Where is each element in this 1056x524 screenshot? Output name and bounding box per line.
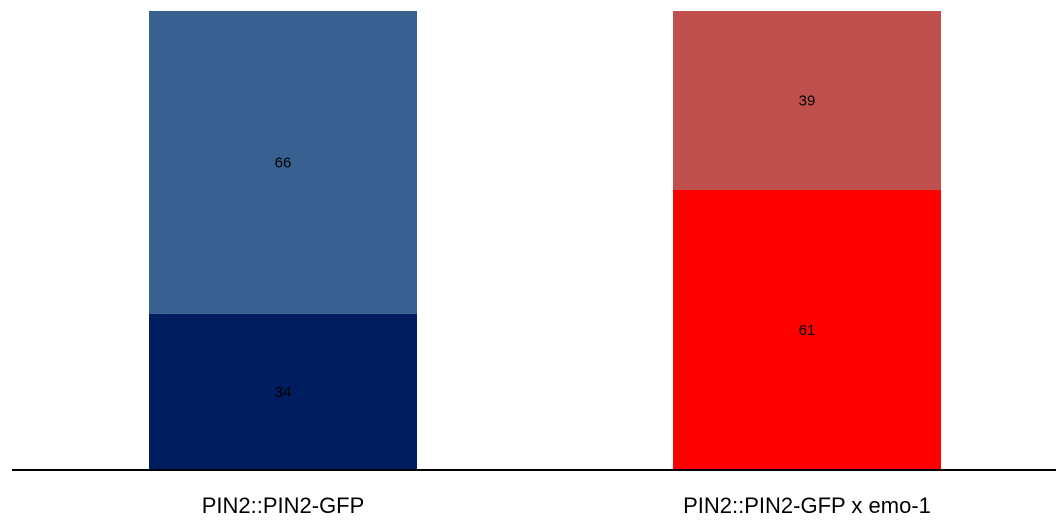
bar-segment-1-0 (673, 190, 941, 470)
category-label-pin2-gfp: PIN2::PIN2-GFP (202, 493, 365, 518)
data-label-1-1: 39 (799, 93, 816, 110)
data-label-0-1: 66 (275, 154, 292, 171)
bar-segment-0-0 (149, 313, 417, 470)
bars-group: 34 66 61 39 (149, 11, 941, 470)
bar-segment-0-1 (149, 11, 417, 314)
category-label-pin2-gfp-x-emo-1: PIN2::PIN2-GFP x emo-1 (683, 493, 931, 518)
data-label-1-0: 61 (799, 322, 816, 339)
data-label-0-0: 34 (275, 384, 292, 401)
bar-segment-1-1 (673, 11, 941, 191)
